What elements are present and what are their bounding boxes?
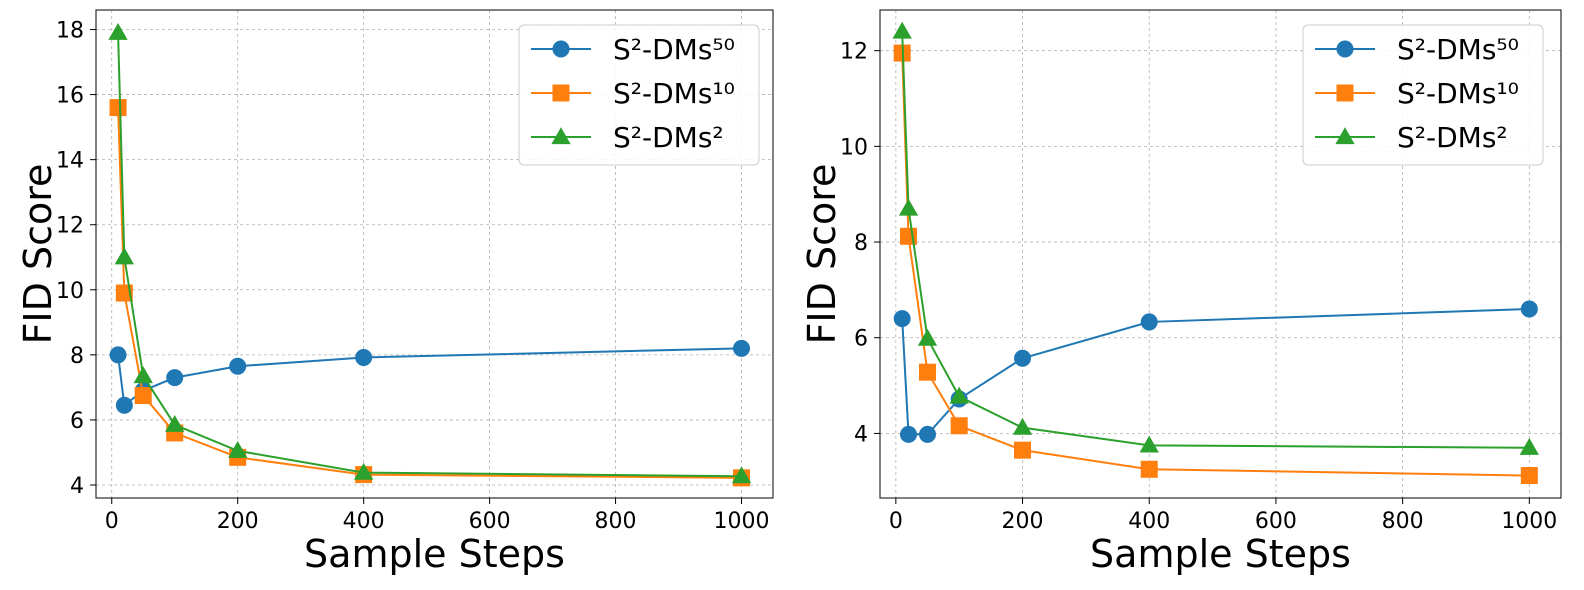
legend-marker — [1336, 84, 1354, 102]
y-tick-label: 10 — [840, 135, 868, 160]
data-point — [115, 396, 133, 414]
data-point — [108, 22, 128, 40]
legend: S²-DMs⁵⁰ S²-DMs¹⁰ S²-DMs² — [518, 24, 760, 166]
data-point — [133, 366, 153, 384]
x-tick-label: 400 — [343, 509, 385, 534]
data-point — [109, 346, 127, 364]
x-tick-label: 800 — [595, 509, 637, 534]
legend-marker — [552, 40, 570, 58]
data-point — [228, 441, 248, 458]
x-tick-label: 400 — [1128, 509, 1170, 534]
data-point — [917, 328, 938, 346]
plot-frame — [879, 9, 1562, 499]
y-axis-title: FID Score — [800, 164, 844, 345]
data-point — [1520, 300, 1538, 318]
y-axis-title: FID Score — [16, 164, 60, 345]
legend-label: S²-DMs¹⁰ — [1397, 77, 1519, 110]
legend: S²-DMs⁵⁰ S²-DMs¹⁰ S²-DMs² — [1302, 24, 1544, 166]
x-tick-label: 600 — [1255, 509, 1297, 534]
data-point — [919, 425, 937, 443]
y-tick-label: 10 — [56, 279, 84, 304]
data-point — [900, 425, 918, 443]
y-tick-label: 12 — [840, 40, 868, 65]
data-point — [114, 247, 135, 265]
data-point — [949, 386, 969, 404]
data-point — [1014, 349, 1032, 367]
x-axis-title: Sample Steps — [304, 532, 565, 576]
legend-label: S²-DMs⁵⁰ — [613, 33, 735, 66]
y-tick-label: 18 — [56, 19, 84, 44]
y-tick-label: 4 — [70, 474, 84, 499]
y-tick-label: 6 — [70, 409, 84, 434]
data-point — [134, 387, 152, 405]
series-1 — [893, 300, 1538, 443]
x-axis-title: Sample Steps — [1090, 532, 1351, 576]
y-tick-label: 14 — [56, 149, 84, 174]
data-point — [109, 99, 127, 117]
legend-marker — [552, 84, 570, 102]
chart-panel-1: 0 200 400 600 800 1000 4 6 8 10 12 14 16 18 Sample Ste… — [16, 9, 774, 576]
y-tick-label: 16 — [56, 84, 84, 109]
data-point — [1140, 460, 1158, 478]
data-point — [1014, 441, 1032, 459]
x-tick-label: 1000 — [1501, 509, 1557, 534]
data-point — [165, 414, 185, 432]
chart-panel-2: 0 200 400 600 800 1000 4 6 8 10 12 Sample Steps FID … — [800, 9, 1562, 576]
data-point — [898, 198, 919, 216]
data-point — [355, 348, 373, 366]
legend-label: S²-DMs¹⁰ — [613, 77, 735, 110]
data-point — [1520, 467, 1538, 485]
data-point — [731, 466, 752, 484]
y-tick-label: 6 — [854, 327, 868, 352]
series-2 — [893, 44, 1538, 485]
series-3 — [892, 21, 1539, 455]
x-tick-label: 1000 — [714, 509, 770, 534]
data-point — [892, 21, 912, 39]
data-point — [1139, 435, 1159, 453]
y-tick-label: 12 — [56, 214, 84, 239]
data-point — [1140, 313, 1158, 331]
series-3 — [108, 22, 752, 484]
legend-label: S²-DMs² — [1397, 121, 1508, 154]
data-point — [166, 369, 184, 387]
x-tick-label: 800 — [1382, 509, 1424, 534]
data-point — [229, 357, 247, 375]
x-tick-label: 200 — [1002, 509, 1044, 534]
legend-box — [518, 24, 760, 166]
x-tick-label: 0 — [105, 509, 119, 534]
data-point — [353, 462, 374, 480]
y-tick-label: 8 — [854, 231, 868, 256]
series-1 — [109, 339, 751, 414]
legend-marker — [551, 127, 571, 145]
legend-box — [1302, 24, 1544, 166]
y-tick-label: 4 — [854, 422, 868, 447]
legend-label: S²-DMs⁵⁰ — [1397, 33, 1519, 66]
x-tick-label: 600 — [469, 509, 511, 534]
series-line — [117, 347, 742, 408]
data-point — [115, 284, 133, 302]
data-point — [919, 363, 937, 381]
legend-marker — [1335, 127, 1355, 145]
data-point — [1519, 437, 1539, 455]
data-point — [733, 339, 751, 357]
x-tick-label: 200 — [217, 509, 259, 534]
plot-frame — [95, 9, 774, 499]
data-point — [893, 310, 911, 328]
y-tick-label: 8 — [70, 344, 84, 369]
x-tick-label: 0 — [889, 509, 903, 534]
data-point — [1012, 417, 1033, 435]
data-point — [950, 417, 968, 435]
legend-marker — [1336, 40, 1354, 58]
legend-label: S²-DMs² — [613, 121, 724, 154]
